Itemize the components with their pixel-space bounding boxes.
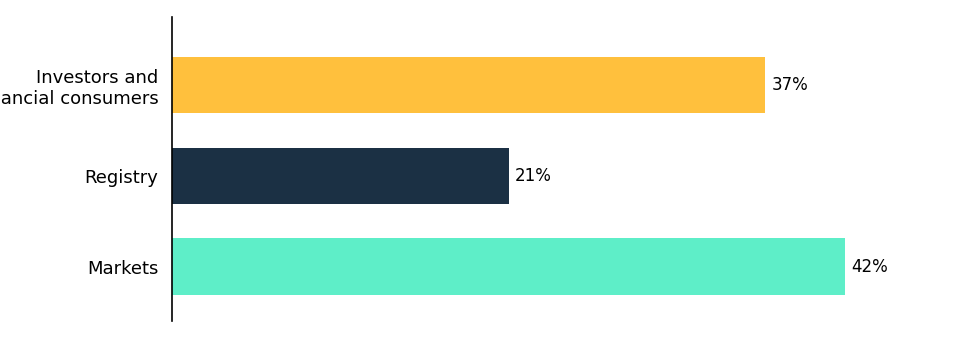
Text: 37%: 37%	[771, 76, 808, 94]
Bar	[172, 239, 845, 295]
Text: 21%: 21%	[515, 167, 552, 185]
Bar	[172, 57, 765, 113]
Bar	[172, 148, 509, 204]
Text: 42%: 42%	[852, 258, 888, 275]
